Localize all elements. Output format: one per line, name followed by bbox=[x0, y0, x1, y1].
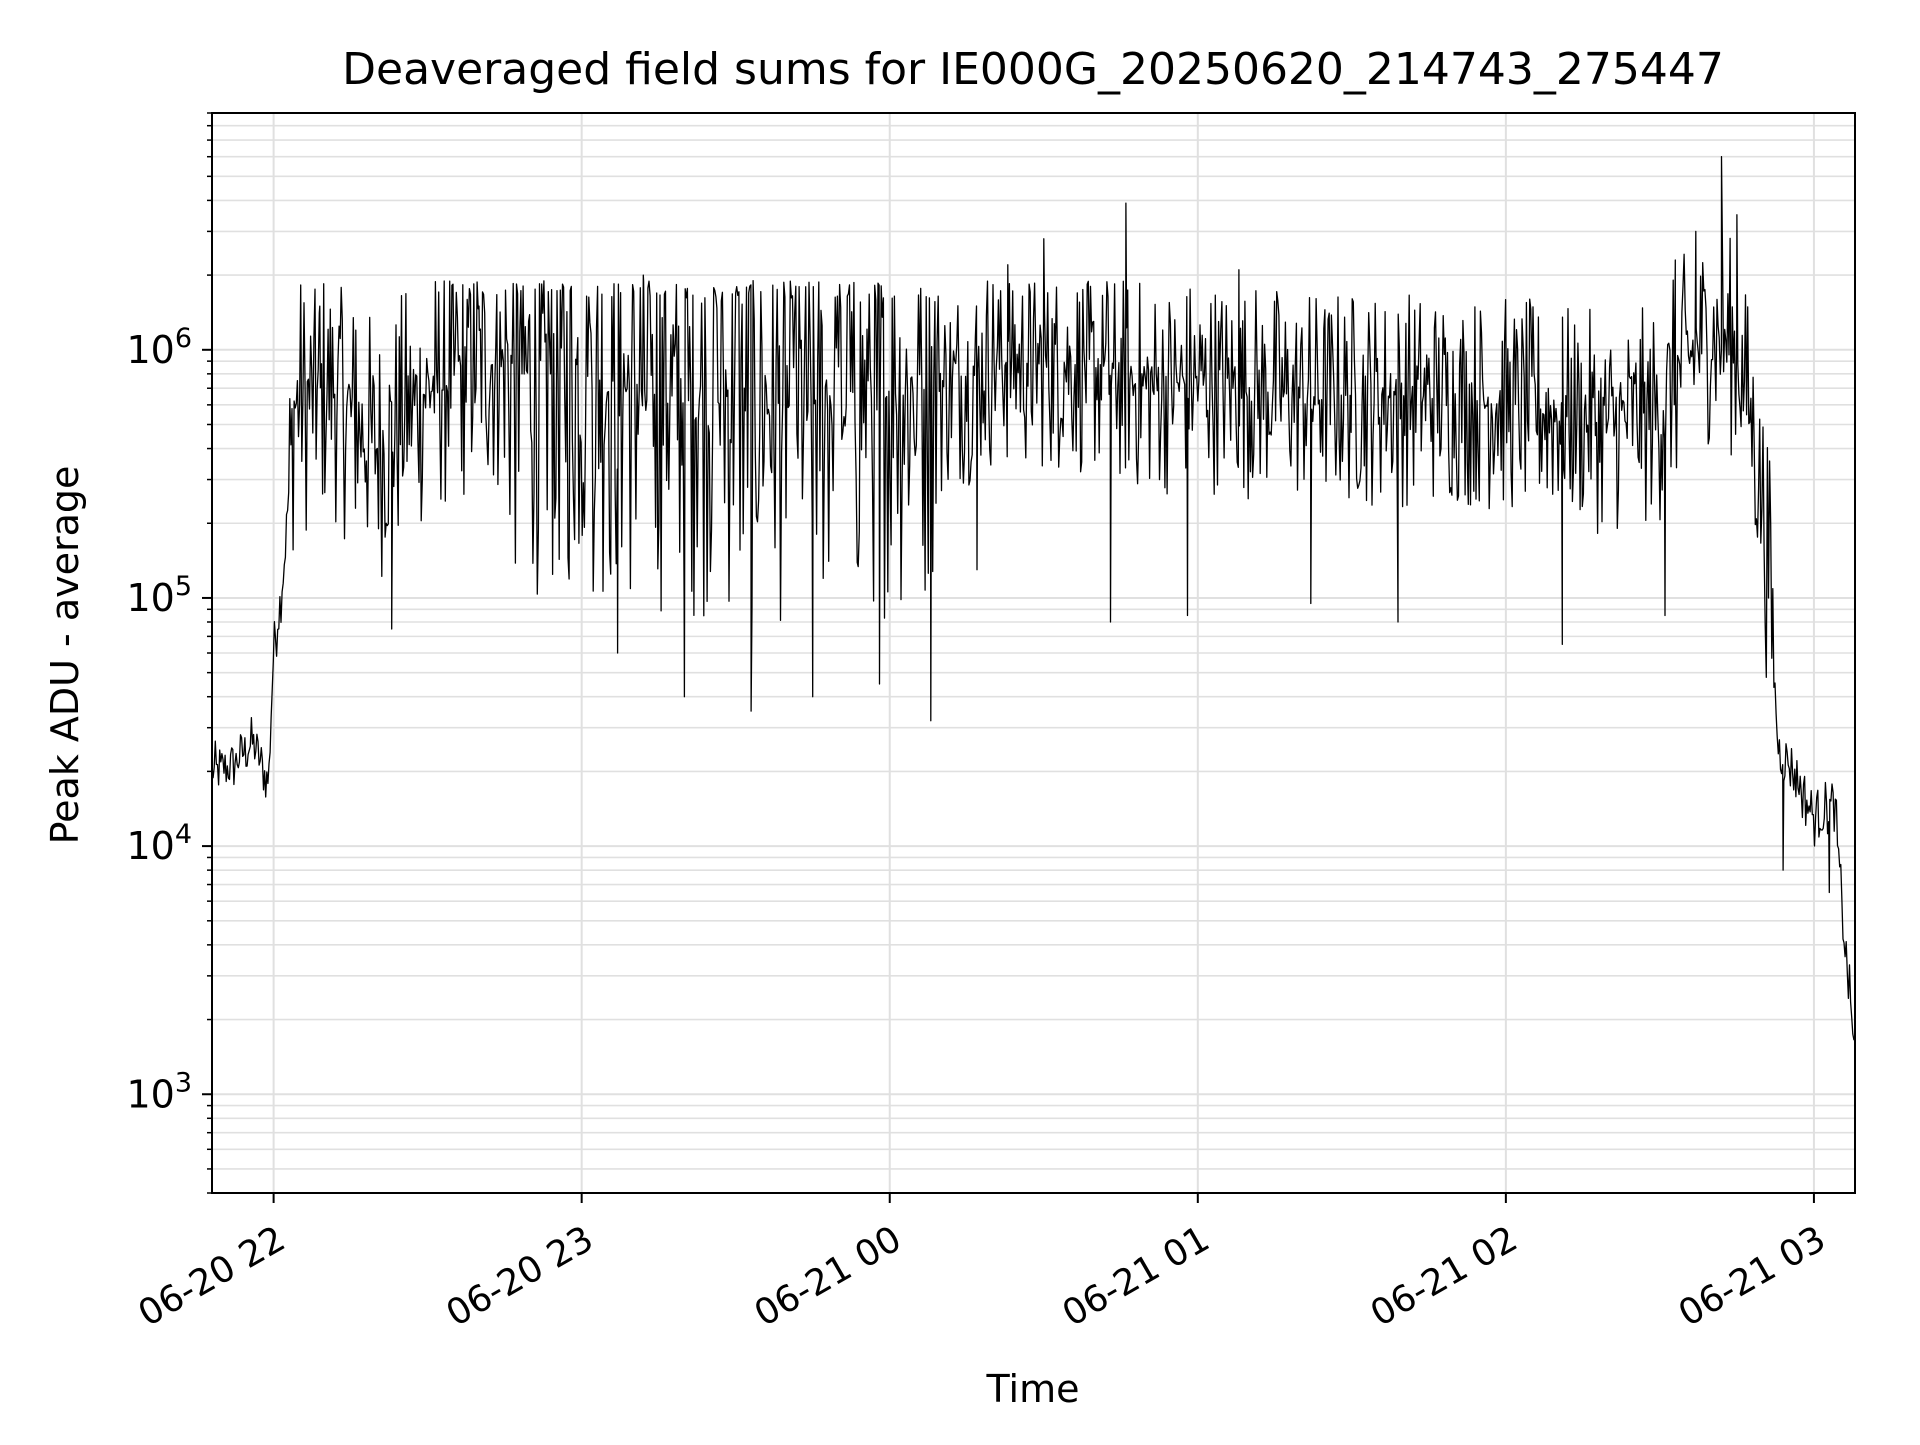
y-tick-exponent: 5 bbox=[175, 571, 192, 602]
data-layer bbox=[211, 156, 1856, 1041]
x-axis-label: Time bbox=[986, 1367, 1080, 1411]
y-tick-base: 10 bbox=[126, 824, 174, 868]
y-tick-label: 104 bbox=[126, 819, 192, 868]
chart-title: Deaveraged field sums for IE000G_2025062… bbox=[342, 44, 1724, 95]
y-tick-label: 103 bbox=[126, 1067, 192, 1116]
y-axis-label: Peak ADU - average bbox=[43, 466, 87, 845]
y-tick-label: 106 bbox=[126, 323, 192, 372]
y-tick-label: 105 bbox=[126, 571, 192, 620]
y-tick-exponent: 3 bbox=[175, 1067, 192, 1098]
y-tick-base: 10 bbox=[126, 328, 174, 372]
y-tick-exponent: 4 bbox=[175, 819, 192, 850]
series-line bbox=[211, 156, 1856, 1041]
y-tick-base: 10 bbox=[126, 576, 174, 620]
y-tick-base: 10 bbox=[126, 1072, 174, 1116]
y-tick-exponent: 6 bbox=[175, 323, 192, 354]
